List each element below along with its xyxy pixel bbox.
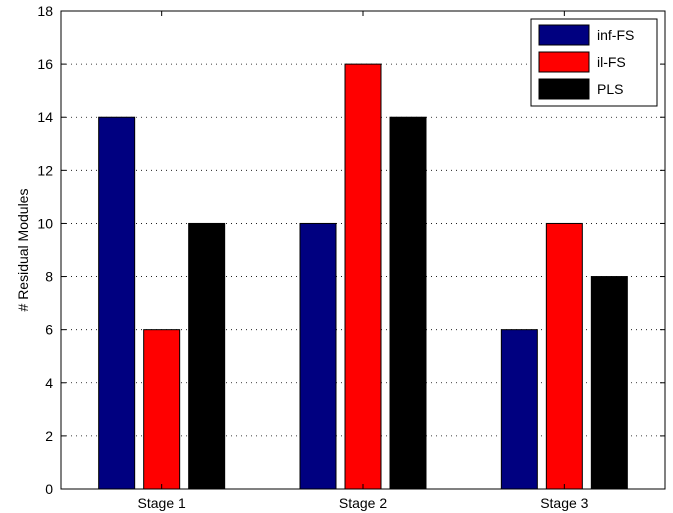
y-axis-label: # Residual Modules bbox=[15, 189, 31, 312]
bar-inf-fs-1 bbox=[98, 116, 136, 490]
y-tick-label: 10 bbox=[37, 215, 53, 231]
y-tick-label: 16 bbox=[37, 56, 53, 72]
x-tick-label: Stage 1 bbox=[138, 495, 186, 511]
y-tick-label: 8 bbox=[45, 269, 53, 285]
legend: inf-FS il-FS PLS bbox=[530, 18, 658, 107]
bar-il-fs-2 bbox=[344, 63, 382, 490]
y-tick-label: 4 bbox=[45, 375, 53, 391]
legend-label: PLS bbox=[597, 81, 623, 97]
legend-swatch bbox=[538, 51, 590, 73]
bar-pls-3 bbox=[590, 276, 628, 490]
ticks: 0 2 4 6 8 10 12 14 16 18 Stage 1 Stage 2 Stage 3 bbox=[37, 3, 665, 511]
bar-il-fs-1 bbox=[143, 329, 181, 490]
y-tick-label: 6 bbox=[45, 322, 53, 338]
legend-label: inf-FS bbox=[597, 27, 634, 43]
bar-inf-fs-3 bbox=[500, 329, 538, 490]
x-tick-label: Stage 2 bbox=[339, 495, 387, 511]
bar-pls-1 bbox=[188, 222, 226, 490]
x-tick-label: Stage 3 bbox=[540, 495, 588, 511]
y-tick-label: 14 bbox=[37, 109, 53, 125]
y-tick-label: 12 bbox=[37, 162, 53, 178]
legend-label: il-FS bbox=[597, 54, 626, 70]
bar-il-fs-3 bbox=[545, 222, 583, 490]
bars bbox=[98, 63, 628, 490]
legend-swatch bbox=[538, 78, 590, 100]
legend-swatch bbox=[538, 24, 590, 46]
y-tick-label: 0 bbox=[45, 481, 53, 497]
y-tick-label: 18 bbox=[37, 3, 53, 19]
y-tick-label: 2 bbox=[45, 428, 53, 444]
bar-inf-fs-2 bbox=[299, 222, 337, 490]
bar-pls-2 bbox=[389, 116, 427, 490]
